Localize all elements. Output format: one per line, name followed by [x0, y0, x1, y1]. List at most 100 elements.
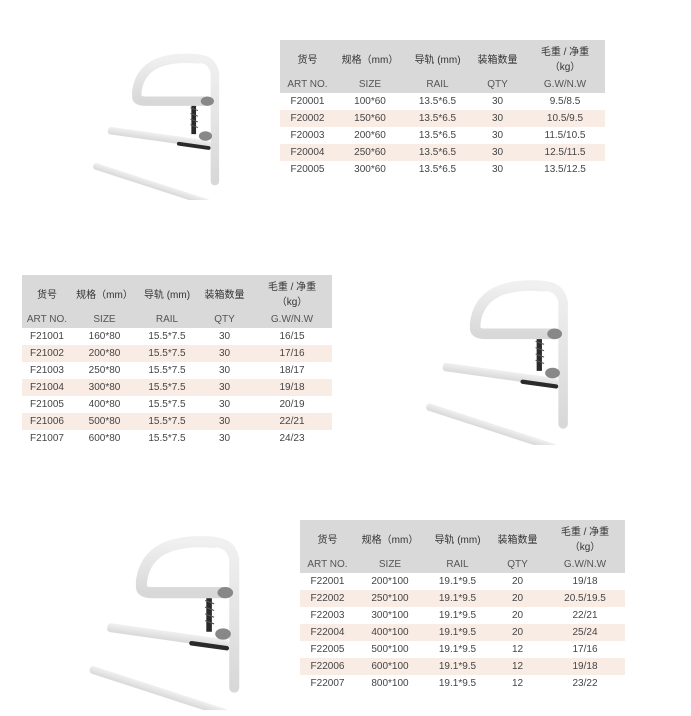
- spec-table-3: 货号规格（mm）导轨 (mm)装箱数量毛重 / 净重（kg）ART NO.SIZ…: [300, 520, 625, 692]
- table-cell: 13.5*6.5: [405, 144, 470, 161]
- table-row: F20001100*6013.5*6.5309.5/8.5: [280, 93, 605, 110]
- table-cell: 19.1*9.5: [425, 624, 490, 641]
- col-header-en: G.W/N.W: [252, 311, 332, 328]
- table-cell: 24/23: [252, 430, 332, 447]
- table-cell: F22005: [300, 641, 355, 658]
- table-cell: 23/22: [545, 675, 625, 692]
- table-cell: F21004: [22, 379, 72, 396]
- table-cell: 12: [490, 641, 545, 658]
- table-cell: 250*80: [72, 362, 137, 379]
- table-cell: 200*60: [335, 127, 405, 144]
- col-header-cn: 规格（mm）: [355, 520, 425, 556]
- table-cell: 20: [490, 624, 545, 641]
- table-cell: 19/18: [545, 658, 625, 675]
- table-cell: 500*100: [355, 641, 425, 658]
- table-cell: 9.5/8.5: [525, 93, 605, 110]
- table-cell: 15.5*7.5: [137, 328, 197, 345]
- col-header-en: RAIL: [137, 311, 197, 328]
- col-header-cn: 毛重 / 净重（kg）: [252, 275, 332, 311]
- table-cell: F20005: [280, 161, 335, 178]
- table-row: F21001160*8015.5*7.53016/15: [22, 328, 332, 345]
- col-header-cn: 导轨 (mm): [425, 520, 490, 556]
- table-cell: F20003: [280, 127, 335, 144]
- table-row: F21002200*8015.5*7.53017/16: [22, 345, 332, 362]
- table-cell: 250*60: [335, 144, 405, 161]
- table-cell: 19.1*9.5: [425, 590, 490, 607]
- table-cell: F21007: [22, 430, 72, 447]
- table-cell: F21006: [22, 413, 72, 430]
- col-header-en: G.W/N.W: [525, 76, 605, 93]
- table-cell: 30: [470, 127, 525, 144]
- table-cell: 30: [197, 413, 252, 430]
- table-cell: 16/15: [252, 328, 332, 345]
- table-cell: 12: [490, 658, 545, 675]
- col-header-en: SIZE: [72, 311, 137, 328]
- table-row: F21004300*8015.5*7.53019/18: [22, 379, 332, 396]
- col-header-cn: 毛重 / 净重（kg）: [525, 40, 605, 76]
- table-cell: 10.5/9.5: [525, 110, 605, 127]
- table-row: F21003250*8015.5*7.53018/17: [22, 362, 332, 379]
- table-cell: 30: [197, 396, 252, 413]
- col-header-en: RAIL: [405, 76, 470, 93]
- table-cell: 19.1*9.5: [425, 641, 490, 658]
- col-header-en: QTY: [470, 76, 525, 93]
- col-header-en: SIZE: [335, 76, 405, 93]
- table-cell: 300*60: [335, 161, 405, 178]
- table-cell: F20004: [280, 144, 335, 161]
- col-header-cn: 规格（mm）: [72, 275, 137, 311]
- table-cell: 30: [470, 144, 525, 161]
- table-cell: 19.1*9.5: [425, 607, 490, 624]
- table-row: F22006600*10019.1*9.51219/18: [300, 658, 625, 675]
- table-cell: 30: [197, 328, 252, 345]
- table-cell: 100*60: [335, 93, 405, 110]
- col-header-cn: 货号: [300, 520, 355, 556]
- table-cell: 17/16: [252, 345, 332, 362]
- table-cell: 500*80: [72, 413, 137, 430]
- table-cell: 19.1*9.5: [425, 675, 490, 692]
- table-cell: 30: [197, 379, 252, 396]
- col-header-cn: 装箱数量: [470, 40, 525, 76]
- table-row: F21005400*8015.5*7.53020/19: [22, 396, 332, 413]
- table-row: F22003300*10019.1*9.52022/21: [300, 607, 625, 624]
- col-header-cn: 毛重 / 净重（kg）: [545, 520, 625, 556]
- col-header-en: QTY: [490, 556, 545, 573]
- table-cell: F21005: [22, 396, 72, 413]
- table-cell: F22003: [300, 607, 355, 624]
- table-cell: 17/16: [545, 641, 625, 658]
- table-cell: 800*100: [355, 675, 425, 692]
- table-cell: 20.5/19.5: [545, 590, 625, 607]
- col-header-cn: 货号: [22, 275, 72, 311]
- table-cell: 19.1*9.5: [425, 658, 490, 675]
- table-cell: 20: [490, 573, 545, 590]
- table-cell: 22/21: [545, 607, 625, 624]
- table-cell: 13.5*6.5: [405, 93, 470, 110]
- table-cell: F22007: [300, 675, 355, 692]
- col-header-en: ART NO.: [280, 76, 335, 93]
- table-cell: 600*80: [72, 430, 137, 447]
- table-cell: F21001: [22, 328, 72, 345]
- table-cell: 300*80: [72, 379, 137, 396]
- table-cell: F22004: [300, 624, 355, 641]
- table-cell: 20/19: [252, 396, 332, 413]
- table-cell: 30: [470, 161, 525, 178]
- table-cell: 15.5*7.5: [137, 379, 197, 396]
- clamp-image-2: [412, 265, 602, 445]
- table-cell: 15.5*7.5: [137, 396, 197, 413]
- table-row: F22001200*10019.1*9.52019/18: [300, 573, 625, 590]
- clamp-image-1: [80, 40, 250, 200]
- table-cell: F22002: [300, 590, 355, 607]
- table-cell: 15.5*7.5: [137, 345, 197, 362]
- table-row: F20003200*6013.5*6.53011.5/10.5: [280, 127, 605, 144]
- table-row: F20002150*6013.5*6.53010.5/9.5: [280, 110, 605, 127]
- col-header-en: SIZE: [355, 556, 425, 573]
- table-cell: F22006: [300, 658, 355, 675]
- table-cell: 400*100: [355, 624, 425, 641]
- table-cell: 250*100: [355, 590, 425, 607]
- col-header-en: RAIL: [425, 556, 490, 573]
- table-cell: 20: [490, 590, 545, 607]
- table-cell: 13.5*6.5: [405, 110, 470, 127]
- table-row: F22002250*10019.1*9.52020.5/19.5: [300, 590, 625, 607]
- clamp-image-3: [80, 520, 270, 710]
- col-header-en: G.W/N.W: [545, 556, 625, 573]
- table-cell: 30: [197, 430, 252, 447]
